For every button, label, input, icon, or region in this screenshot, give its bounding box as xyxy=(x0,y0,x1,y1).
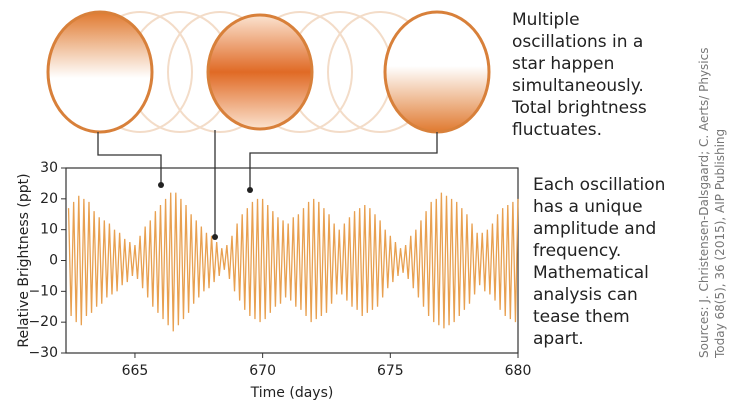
connectors xyxy=(97,130,438,237)
x-tick-label: 670 xyxy=(249,363,276,379)
x-tick-label: 680 xyxy=(505,363,532,379)
x-tick-label: 665 xyxy=(122,363,149,379)
source-line: Sources: J. Christensen-Dalsgaard; C. Ae… xyxy=(697,48,711,358)
annotation-line: oscillations in a xyxy=(512,32,643,52)
annotation-line: tease them xyxy=(533,307,630,327)
annotation-line: analysis can xyxy=(533,285,638,305)
annotation-line: Total brightness xyxy=(511,98,647,118)
source-line: Today 68(5), 36 (2015), AIP Publishing xyxy=(713,129,727,359)
annotation-line: has a unique xyxy=(533,197,643,217)
y-tick-label: 0 xyxy=(49,253,58,269)
x-tick-label: 675 xyxy=(377,363,404,379)
annotation-line: Each oscillation xyxy=(533,175,665,195)
annotation-line: simultaneously. xyxy=(512,76,644,96)
star-circle xyxy=(206,13,314,131)
y-tick-label: −10 xyxy=(28,283,58,299)
y-tick-label: −30 xyxy=(28,345,58,361)
y-tick-label: 30 xyxy=(40,160,58,176)
y-axis-label: Relative Brightness (ppt) xyxy=(16,173,32,347)
annotation-line: fluctuates. xyxy=(512,120,602,140)
star-circle xyxy=(383,10,491,134)
markers xyxy=(158,182,253,240)
annotation-line: frequency. xyxy=(533,241,621,261)
y-tick-label: 10 xyxy=(40,222,58,238)
annotation-line: Multiple xyxy=(512,10,580,30)
x-axis-label: Time (days) xyxy=(250,385,334,401)
y-tick-label: 20 xyxy=(40,191,58,207)
annotation-line: star happen xyxy=(512,54,614,74)
annotation-line: apart. xyxy=(533,329,584,349)
brightness-line xyxy=(67,192,519,332)
annotation-line: amplitude and xyxy=(533,219,656,239)
y-tick-label: −20 xyxy=(28,314,58,330)
annotation-line: Mathematical xyxy=(533,263,649,283)
star-circle xyxy=(46,10,154,134)
